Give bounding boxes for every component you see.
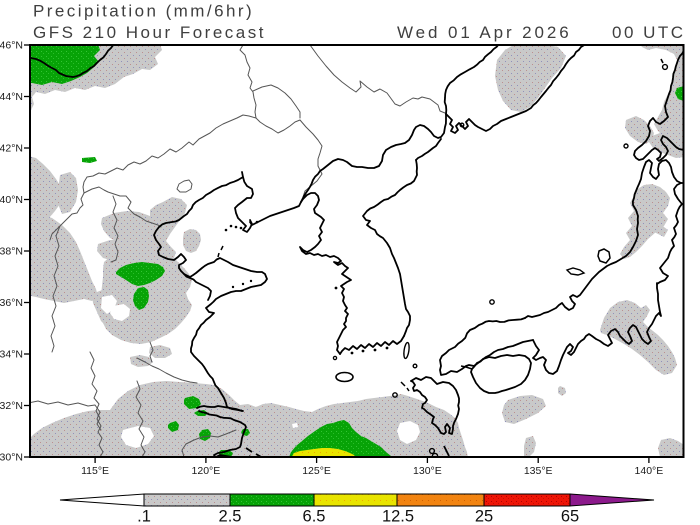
svg-text:120°E: 120°E (192, 465, 221, 477)
svg-text:115°E: 115°E (81, 465, 109, 477)
svg-text:Precipitation (mm/6hr): Precipitation (mm/6hr) (33, 2, 254, 21)
svg-text:34°N: 34°N (0, 349, 23, 361)
svg-text:36°N: 36°N (0, 297, 23, 309)
svg-text:38°N: 38°N (0, 246, 23, 258)
svg-text:30°N: 30°N (0, 452, 23, 464)
svg-text:32°N: 32°N (0, 400, 23, 412)
svg-text:65: 65 (561, 508, 579, 525)
svg-text:2.5: 2.5 (219, 508, 242, 525)
svg-text:25: 25 (475, 508, 493, 525)
svg-text:46°N: 46°N (0, 40, 23, 52)
svg-text:.1: .1 (137, 508, 151, 525)
svg-text:140°E: 140°E (635, 465, 664, 477)
svg-text:44°N: 44°N (0, 91, 23, 103)
svg-text:12.5: 12.5 (382, 508, 414, 525)
svg-text:125°E: 125°E (302, 465, 331, 477)
svg-text:Wed 01 Apr 2026: Wed 01 Apr 2026 (397, 23, 572, 42)
svg-text:135°E: 135°E (524, 465, 553, 477)
svg-text:130°E: 130°E (413, 465, 442, 477)
svg-text:40°N: 40°N (0, 194, 23, 206)
svg-text:00 UTC: 00 UTC (612, 23, 686, 42)
svg-text:6.5: 6.5 (303, 508, 326, 525)
svg-text:42°N: 42°N (0, 143, 23, 155)
svg-text:GFS 210 Hour Forecast: GFS 210 Hour Forecast (33, 23, 266, 42)
